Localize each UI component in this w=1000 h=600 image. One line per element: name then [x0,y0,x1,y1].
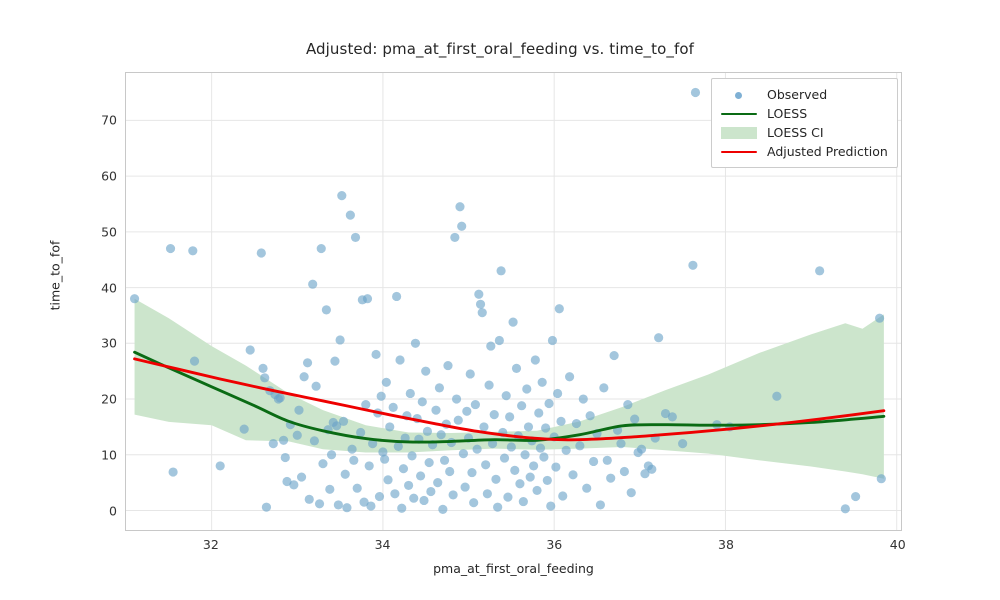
y-tick-label: 50 [101,224,117,240]
y-tick-label: 20 [101,391,117,407]
y-axis-label: time_to_fof [47,240,63,311]
loess-ci-band [134,298,884,479]
legend-marker-adjusted-prediction [720,145,758,159]
x-tick-label: 40 [889,537,906,552]
legend-item-loess-ci: LOESS CI [720,123,888,142]
x-axis-ticks: 32 34 36 38 40 [125,537,906,555]
y-tick-label: 10 [101,447,117,463]
legend-marker-observed [720,88,758,102]
legend-label-loess: LOESS [767,106,808,121]
legend-marker-loess-ci [720,126,758,140]
legend-label-observed: Observed [767,87,828,102]
chart-title: Adjusted: pma_at_first_oral_feeding vs. … [305,40,695,58]
y-tick-label: 70 [101,112,117,128]
legend-marker-loess [720,107,758,121]
grid-lines [126,73,901,530]
legend-label-adjusted-prediction: Adjusted Prediction [767,144,888,159]
x-tick-label: 32 [202,537,219,552]
x-tick-label: 38 [718,537,734,552]
y-tick-label: 40 [101,280,117,295]
legend-item-adjusted-prediction: Adjusted Prediction [720,142,888,161]
plot-svg [126,73,901,530]
legend-item-observed: Observed [720,85,888,104]
legend-label-loess-ci: LOESS CI [767,125,824,140]
x-tick-label: 34 [374,537,391,552]
x-tick-label: 36 [546,537,563,552]
legend-item-loess: LOESS [720,104,888,123]
x-axis-label: pma_at_first_oral_feeding [433,561,594,576]
y-tick-label: 0 [109,503,117,519]
y-axis-ticks: 0 10 20 30 40 50 60 70 [70,72,117,531]
y-tick-label: 30 [101,335,117,351]
chart-legend: Observed LOESS LOESS CI Adjusted Predict… [711,78,898,168]
y-tick-label: 60 [101,168,117,184]
adjusted-prediction-curve [133,357,886,442]
